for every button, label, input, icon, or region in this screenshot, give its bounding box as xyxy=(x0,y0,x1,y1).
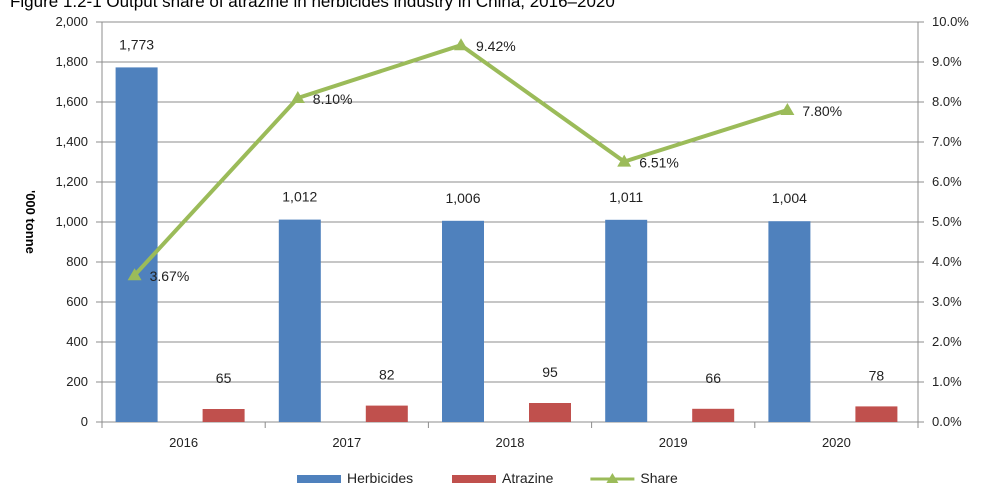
y2-tick-label: 9.0% xyxy=(932,54,962,69)
data-label-atrazine: 78 xyxy=(869,367,885,383)
bar-herbicides xyxy=(442,220,484,422)
data-label-herbicides: 1,773 xyxy=(119,36,154,52)
data-label-share: 8.10% xyxy=(313,91,353,107)
y2-tick-label: 2.0% xyxy=(932,334,962,349)
y-tick-label: 200 xyxy=(66,374,88,389)
y-tick-label: 1,600 xyxy=(55,94,88,109)
share-marker xyxy=(617,154,632,167)
y2-tick-label: 7.0% xyxy=(932,134,962,149)
x-tick-label: 2017 xyxy=(332,435,361,450)
share-marker xyxy=(290,91,305,103)
y-tick-label: 800 xyxy=(66,254,88,269)
y-tick-label: 1,000 xyxy=(55,214,88,229)
bar-herbicides xyxy=(115,67,158,423)
x-tick-label: 2018 xyxy=(496,435,525,450)
bar-atrazine xyxy=(692,408,735,422)
legend-marker-share xyxy=(606,473,619,483)
y-tick-label: 1,800 xyxy=(55,54,88,69)
legend-label-atrazine: Atrazine xyxy=(502,470,554,486)
legend-swatch-herbicides xyxy=(297,475,341,483)
y2-tick-label: 6.0% xyxy=(932,174,962,189)
x-tick-label: 2020 xyxy=(822,435,851,450)
y2-tick-label: 1.0% xyxy=(932,374,962,389)
data-label-atrazine: 66 xyxy=(705,370,721,386)
bar-atrazine xyxy=(855,406,898,422)
y2-tick-label: 4.0% xyxy=(932,254,962,269)
data-label-atrazine: 65 xyxy=(216,370,232,386)
y-tick-label: 1,400 xyxy=(55,134,88,149)
y2-tick-label: 5.0% xyxy=(932,214,962,229)
data-label-herbicides: 1,006 xyxy=(445,190,480,206)
legend-label-herbicides: Herbicides xyxy=(347,470,413,486)
y-tick-label: 400 xyxy=(66,334,88,349)
y2-tick-label: 10.0% xyxy=(932,14,969,29)
y-tick-label: 1,200 xyxy=(55,174,88,189)
legend-swatch-atrazine xyxy=(452,475,496,483)
share-marker xyxy=(454,38,468,51)
share-marker xyxy=(127,268,142,281)
bar-herbicides xyxy=(605,219,648,422)
bar-atrazine xyxy=(529,403,571,422)
x-tick-label: 2019 xyxy=(659,435,688,450)
bar-herbicides xyxy=(768,221,811,422)
y-axis-title: '000 tonne xyxy=(23,190,38,254)
x-tick-label: 2016 xyxy=(169,435,198,450)
data-label-share: 7.80% xyxy=(802,103,842,119)
y2-tick-label: 3.0% xyxy=(932,294,962,309)
data-label-herbicides: 1,011 xyxy=(609,189,643,205)
y-tick-label: 0 xyxy=(81,414,88,429)
y-tick-label: 600 xyxy=(66,294,88,309)
share-marker xyxy=(780,103,795,115)
data-label-herbicides: 1,012 xyxy=(282,189,317,205)
bar-atrazine xyxy=(202,409,245,422)
bar-herbicides xyxy=(278,219,321,422)
bar-atrazine xyxy=(365,405,408,422)
y2-tick-label: 8.0% xyxy=(932,94,962,109)
data-label-share: 9.42% xyxy=(476,38,516,54)
legend-label-share: Share xyxy=(640,470,678,486)
data-label-herbicides: 1,004 xyxy=(772,190,807,206)
data-label-share: 6.51% xyxy=(639,155,679,171)
data-label-atrazine: 95 xyxy=(542,364,558,380)
data-label-share: 3.67% xyxy=(150,268,190,284)
y2-tick-label: 0.0% xyxy=(932,414,962,429)
data-label-atrazine: 82 xyxy=(379,367,395,383)
chart-title: Figure 1.2-1 Output share of atrazine in… xyxy=(10,0,615,11)
y-tick-label: 2,000 xyxy=(55,14,88,29)
